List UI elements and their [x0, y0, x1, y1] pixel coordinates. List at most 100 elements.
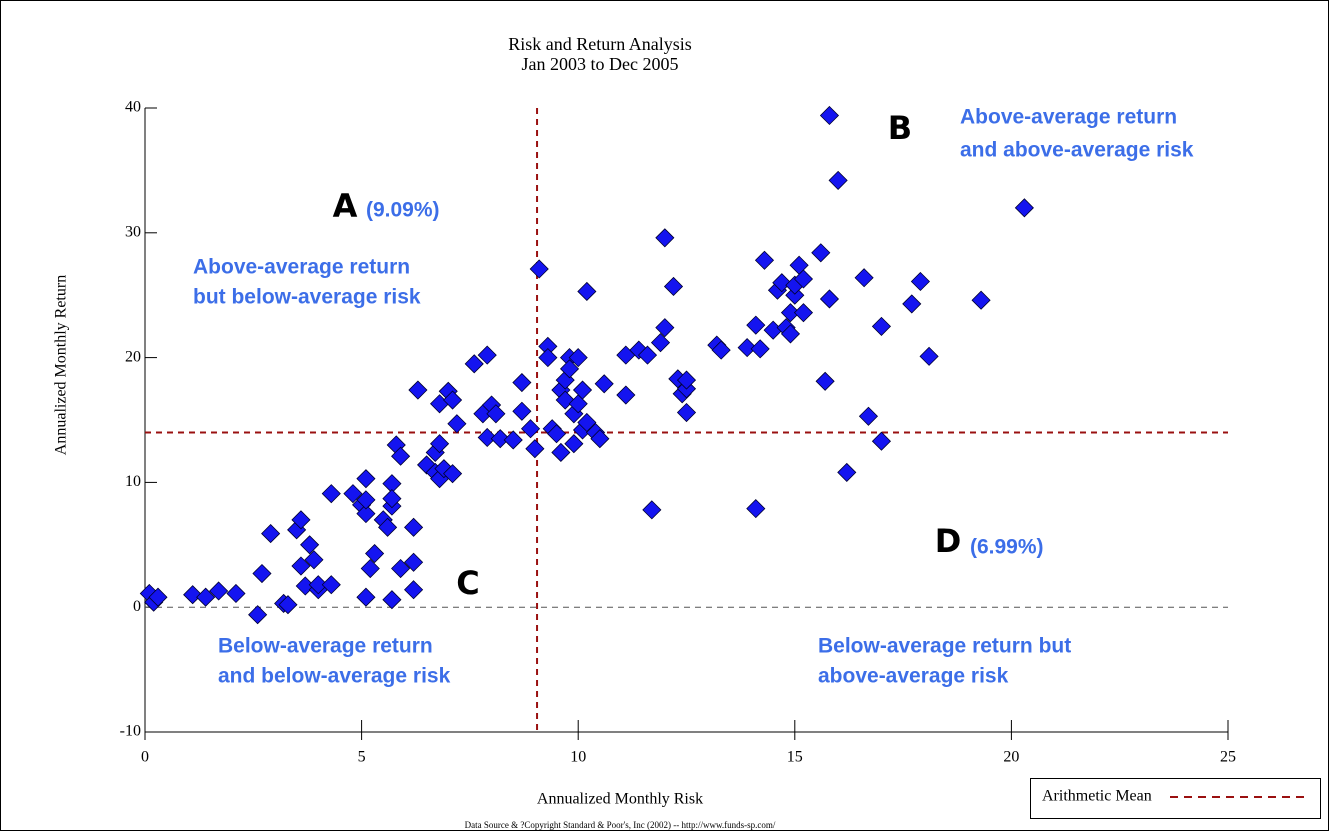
quadrant-letter: A — [333, 187, 358, 225]
point — [356, 490, 376, 510]
point — [902, 294, 922, 314]
point — [525, 439, 545, 459]
x-tick-label: 15 — [787, 749, 803, 766]
quadrant-letter: C — [456, 564, 479, 602]
quadrant-text: and above-average risk — [960, 139, 1194, 162]
point — [819, 289, 840, 309]
point — [785, 285, 805, 305]
point — [568, 348, 588, 368]
quadrant-letter: D — [935, 522, 962, 560]
point — [538, 348, 558, 368]
point — [971, 290, 991, 310]
point — [278, 595, 298, 615]
point — [477, 345, 497, 365]
point — [356, 504, 376, 524]
point — [746, 315, 766, 335]
point — [650, 333, 671, 353]
point — [291, 510, 311, 530]
point — [655, 228, 675, 248]
quadrant-text: Above-average return — [960, 106, 1177, 129]
quadrant-share: (9.09%) — [366, 199, 440, 222]
point — [663, 276, 684, 297]
y-tick-label: 20 — [125, 348, 141, 365]
point — [365, 543, 385, 564]
point — [676, 402, 697, 423]
point — [819, 105, 840, 126]
point — [512, 372, 532, 393]
point — [737, 338, 757, 358]
point — [637, 345, 658, 365]
point — [793, 303, 814, 323]
point — [321, 575, 341, 595]
point — [676, 370, 697, 390]
quadrant-share: (6.99%) — [970, 536, 1044, 559]
point — [300, 535, 320, 555]
point — [780, 303, 801, 323]
point — [512, 401, 532, 421]
point — [378, 517, 398, 537]
point — [443, 390, 463, 410]
point — [148, 587, 168, 607]
point — [871, 316, 892, 336]
x-tick-label: 20 — [1003, 749, 1019, 766]
point — [261, 524, 281, 544]
point — [226, 583, 246, 604]
point — [391, 558, 411, 579]
x-axis-label: Annualized Monthly Risk — [537, 791, 703, 808]
point — [477, 427, 497, 448]
point — [520, 419, 541, 439]
point — [564, 434, 584, 454]
point — [443, 464, 463, 484]
point — [430, 434, 450, 454]
point — [577, 412, 597, 433]
y-tick-label: 30 — [125, 223, 141, 240]
point — [404, 552, 424, 572]
point — [391, 446, 411, 466]
point — [308, 575, 328, 595]
point — [209, 581, 229, 601]
chart-title: Risk and Return Analysis — [508, 34, 692, 54]
footnote: Data Source & ?Copyright Standard & Poor… — [465, 820, 776, 830]
quadrant-text: Above-average return — [193, 256, 410, 279]
x-tick-label: 10 — [570, 749, 586, 766]
point — [642, 500, 662, 520]
point — [711, 340, 731, 360]
quadrant-text: Below-average return but — [818, 635, 1071, 658]
point — [360, 558, 380, 579]
point — [183, 585, 203, 605]
quadrant-text: but below-average risk — [193, 286, 421, 309]
point — [356, 587, 376, 607]
point — [490, 429, 510, 449]
point — [655, 318, 675, 338]
x-tick-label: 5 — [358, 749, 366, 766]
point — [356, 469, 376, 489]
point — [486, 404, 506, 424]
point — [447, 414, 467, 434]
legend-box — [1030, 778, 1321, 819]
point — [815, 371, 835, 391]
y-tick-label: -10 — [120, 723, 141, 740]
chart-subtitle: Jan 2003 to Dec 2005 — [522, 54, 679, 74]
point — [304, 550, 324, 570]
point — [464, 354, 484, 374]
y-tick-label: 10 — [125, 473, 141, 490]
point — [871, 431, 892, 451]
point — [590, 429, 610, 449]
point — [750, 339, 770, 359]
y-tick-label: 0 — [133, 598, 141, 615]
legend-label: Arithmetic Mean — [1042, 788, 1152, 805]
point — [780, 324, 801, 344]
point — [746, 499, 766, 519]
point — [772, 273, 792, 293]
quadrant-text: above-average risk — [818, 665, 1009, 688]
point — [551, 442, 571, 463]
point — [858, 406, 879, 426]
point — [919, 346, 939, 366]
point — [291, 556, 311, 576]
point — [343, 484, 363, 504]
point — [594, 374, 614, 394]
point — [503, 430, 523, 450]
point — [1014, 198, 1034, 218]
